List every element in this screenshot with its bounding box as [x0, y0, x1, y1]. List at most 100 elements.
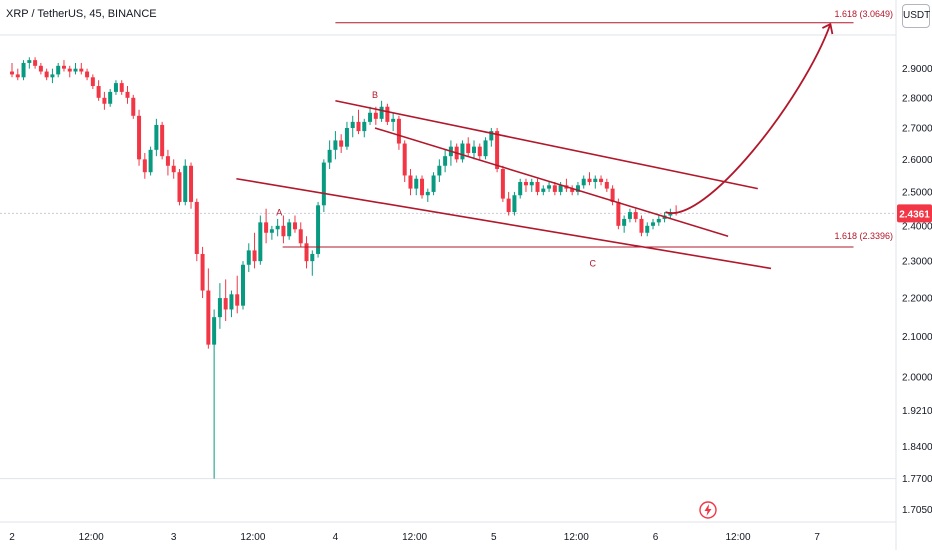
- projection-arrowhead: [821, 23, 834, 35]
- symbol-title[interactable]: XRP / TetherUS, 45, BINANCE: [6, 8, 157, 20]
- y-tick-label: 2.9000: [902, 64, 932, 75]
- candle-body: [368, 112, 373, 122]
- candle-body: [460, 143, 465, 160]
- candle-body: [102, 97, 107, 104]
- candle-body: [27, 60, 32, 63]
- lightning-icon[interactable]: [698, 500, 718, 520]
- x-tick-label: 4: [333, 532, 339, 543]
- candle-body: [437, 165, 442, 176]
- candle-body: [500, 168, 505, 199]
- candle-body: [56, 65, 61, 75]
- candle-body: [142, 159, 147, 173]
- y-tick-label: 2.4000: [902, 221, 932, 232]
- wave-label: 1.618 (3.0649): [834, 9, 893, 19]
- candle-body: [552, 185, 557, 192]
- candle-body: [304, 243, 309, 262]
- x-tick-label: 12:00: [240, 532, 265, 543]
- y-tick-label: 2.3000: [902, 257, 932, 268]
- candle-body: [512, 195, 517, 213]
- candle-body: [229, 294, 234, 310]
- x-tick-label: 3: [171, 532, 177, 543]
- candle-body: [264, 222, 269, 233]
- candle-body: [385, 106, 390, 122]
- candle-body: [73, 68, 78, 72]
- candle-body: [344, 128, 349, 147]
- candle-body: [275, 225, 280, 230]
- candle-body: [241, 264, 245, 306]
- candle-body: [547, 185, 552, 189]
- x-tick-label: 12:00: [79, 532, 104, 543]
- currency-button[interactable]: USDT: [902, 4, 930, 28]
- candle-body: [604, 182, 609, 189]
- candle-body: [651, 222, 656, 226]
- trend-line: [335, 99, 758, 190]
- candle-body: [108, 91, 113, 104]
- candle-body: [350, 121, 355, 129]
- candle-body: [189, 165, 194, 202]
- y-tick-label: 1.7050: [902, 505, 932, 516]
- candle-body: [206, 290, 211, 345]
- candle-body: [217, 298, 222, 318]
- candle-body: [599, 178, 604, 183]
- x-tick-label: 6: [653, 532, 659, 543]
- y-tick-label: 1.7700: [902, 474, 932, 485]
- candle-body: [235, 294, 240, 306]
- candle-body: [90, 77, 95, 87]
- candle-body: [223, 298, 228, 310]
- candle-body: [33, 60, 38, 66]
- candle-body: [61, 65, 66, 69]
- candle-body: [38, 65, 43, 72]
- candle-body: [327, 149, 332, 163]
- y-tick-label: 1.9210: [902, 406, 932, 417]
- candle-body: [627, 212, 632, 219]
- candle-body: [154, 124, 159, 150]
- y-tick-label: 1.8400: [902, 442, 932, 453]
- candle-body: [581, 178, 586, 186]
- candle-body: [391, 118, 396, 122]
- candle-body: [10, 71, 14, 75]
- candle-body: [570, 188, 575, 192]
- wave-label: A: [276, 207, 282, 217]
- y-tick-label: 2.1000: [902, 332, 932, 343]
- candle-body: [321, 162, 326, 206]
- candle-body: [67, 68, 72, 72]
- x-tick-label: 12:00: [725, 532, 750, 543]
- candle-body: [165, 156, 170, 166]
- candle-body: [425, 191, 430, 196]
- x-tick-label: 12:00: [402, 532, 427, 543]
- candle-body: [396, 118, 401, 144]
- candle-body: [466, 143, 471, 153]
- candle-body: [414, 178, 419, 189]
- x-tick-label: 5: [491, 532, 497, 543]
- candle-body: [310, 253, 315, 262]
- trend-line: [236, 177, 772, 270]
- candle-body: [183, 165, 188, 202]
- candle-body: [137, 115, 142, 160]
- candle-body: [529, 182, 534, 186]
- candle-body: [523, 182, 528, 186]
- y-tick-label: 2.5000: [902, 187, 932, 198]
- candle-body: [587, 178, 592, 183]
- candle-body: [535, 182, 540, 192]
- candle-body: [541, 188, 546, 192]
- candle-body: [495, 131, 500, 169]
- candle-body: [258, 222, 263, 262]
- candle-body: [379, 106, 384, 119]
- candle-body: [645, 225, 650, 233]
- candle-body: [79, 68, 84, 72]
- x-tick-label: 7: [814, 532, 820, 543]
- candle-body: [339, 140, 344, 147]
- candles-layer: [10, 57, 679, 479]
- candle-body: [246, 250, 251, 265]
- candle-body: [656, 218, 661, 223]
- candle-body: [373, 112, 378, 119]
- candle-body: [408, 175, 413, 189]
- candle-body: [85, 71, 90, 78]
- candle-body: [50, 74, 55, 78]
- price-tag-box: [897, 204, 932, 223]
- x-tick-label: 12:00: [564, 532, 589, 543]
- candle-body: [431, 175, 436, 192]
- candle-body: [506, 198, 511, 213]
